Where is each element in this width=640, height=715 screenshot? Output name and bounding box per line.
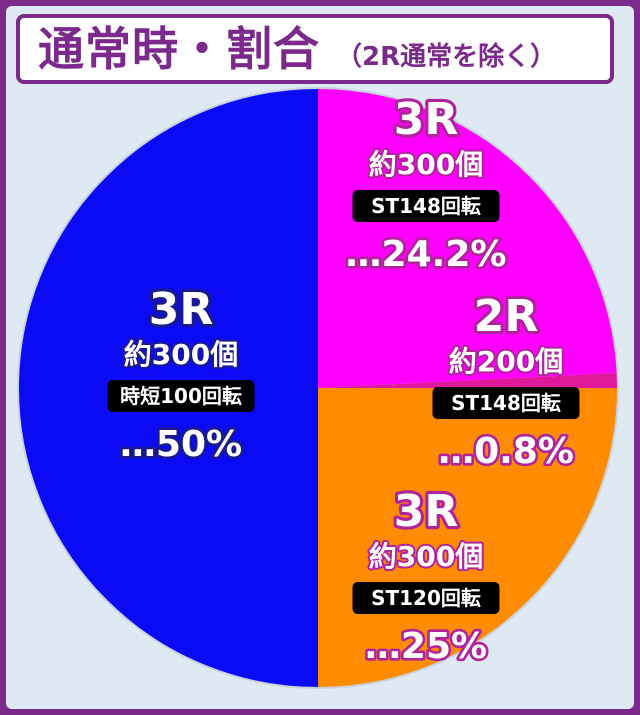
pie-slice-1: [318, 372, 618, 388]
slice-mode-label-2: ST120回転: [371, 586, 481, 610]
title-box: 通常時・割合 （2R通常を除く）: [16, 14, 614, 84]
slice-mode-pill-0: [352, 190, 500, 222]
slice-percent-label-3: …50%: [120, 424, 242, 465]
slice-payout-label-3: 約300個: [124, 338, 238, 371]
slice-percent-label-2: …25%: [365, 626, 487, 667]
slice-mode-pill-1: [432, 387, 580, 419]
chart-title: 通常時・割合: [38, 22, 320, 76]
slice-round-label-2: 3R: [394, 486, 459, 537]
slice-round-label-1: 2R: [474, 291, 539, 342]
slice-payout-label-2: 約300個: [369, 540, 483, 573]
slice-percent-label-0: …24.2%: [346, 234, 507, 275]
slice-mode-label-3: 時短100回転: [120, 384, 242, 408]
pie-rim: [17, 87, 619, 689]
pie-slice-0: [318, 88, 618, 388]
chart-frame: 3R 約300個 ST148回転 …24.2% 2R 約200個 ST148回転 …0.8% 3…: [6, 6, 634, 709]
slice-round-label-3: 3R: [149, 284, 214, 335]
slice-mode-pill-3: [107, 380, 255, 412]
pie-chart: 3R約300個ST148回転…24.2%2R約200個ST148回転…0.8%3…: [17, 87, 619, 689]
slice-mode-label-1: ST148回転: [451, 391, 561, 415]
slice-mode-label-0: ST148回転: [371, 194, 481, 218]
chart-subtitle: （2R通常を除く）: [336, 42, 557, 72]
slice-payout-label-0: 約300個: [369, 148, 483, 181]
slice-percent-label-1: …0.8%: [438, 431, 574, 472]
slice-mode-pill-2: [352, 582, 500, 614]
slice-round-label-0: 3R: [394, 94, 459, 145]
slice-payout-label-1: 約200個: [449, 345, 563, 378]
